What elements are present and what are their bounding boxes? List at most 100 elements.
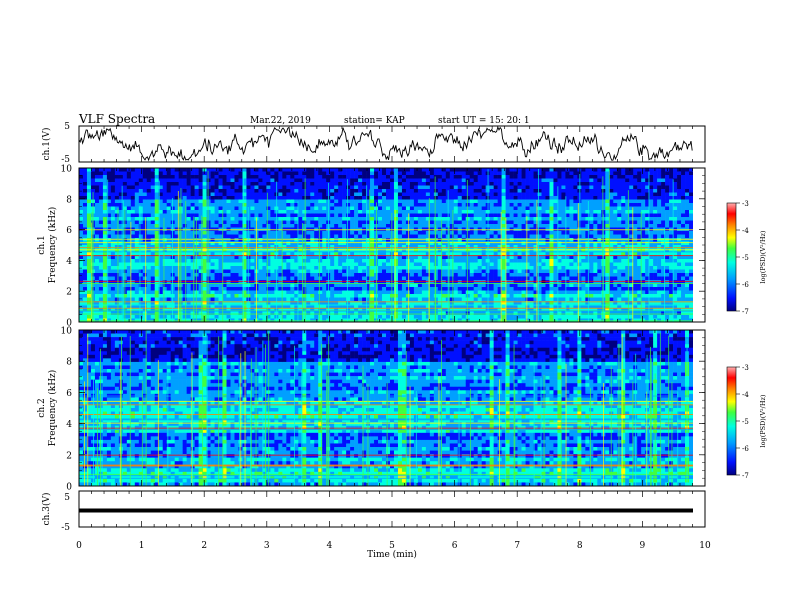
spectrogram-cell (170, 178, 175, 183)
spectrogram-cell (393, 217, 399, 221)
spectrogram-cell (106, 311, 112, 316)
spectrogram-cell (202, 241, 207, 246)
spectrogram-cell (441, 245, 447, 249)
spectrogram-cell (354, 315, 359, 319)
spectrogram-cell (437, 192, 443, 197)
spectrogram-cell (102, 199, 108, 204)
spectrogram-cell (182, 168, 187, 172)
spectrogram-cell (166, 276, 171, 281)
spectrogram-cell (401, 248, 407, 253)
spectrogram-cell (314, 318, 319, 322)
spectrogram-cell (457, 224, 463, 228)
spectrogram-cell (429, 206, 435, 211)
spectrogram-cell (453, 301, 459, 305)
spectrogram-cell (326, 171, 331, 176)
spectrogram-cell (401, 311, 407, 316)
spectrogram-cell (473, 290, 478, 295)
spectrogram-cell (362, 234, 367, 239)
spectrogram-cell (505, 308, 510, 312)
spectrogram-cell (497, 178, 502, 183)
spectrogram-cell (226, 171, 231, 176)
spectrogram-cell (370, 269, 375, 274)
spectrogram-cell (182, 290, 187, 295)
spectrogram-cell (441, 238, 447, 242)
spectrogram-cell (318, 252, 323, 256)
spectrogram-cell (346, 171, 351, 176)
spectrogram-cell (242, 199, 247, 204)
spectrogram-cell (166, 287, 171, 291)
spectrogram-cell (441, 196, 447, 200)
spectrogram-cell (302, 182, 307, 186)
spectrogram-cell (405, 171, 411, 176)
spectrogram-cell (162, 224, 168, 228)
spectrogram-cell (322, 269, 327, 274)
spectrogram-cell (254, 182, 259, 186)
spectrogram-cell (282, 224, 287, 228)
spectrogram-cell (94, 311, 100, 316)
spectrogram-cell (302, 255, 307, 260)
spectrogram-cell (338, 259, 343, 263)
spectrogram-cell (517, 224, 522, 228)
spectrogram-cell (198, 297, 203, 302)
spectrogram-cell (433, 199, 439, 204)
spectrogram-cell (186, 217, 191, 221)
spectrogram-cell (162, 255, 168, 260)
spectrogram-cell (222, 241, 227, 246)
spectrogram-cell (501, 238, 506, 242)
spectrogram-cell (429, 210, 435, 214)
spectrogram-cell (262, 206, 267, 211)
spectrogram-cell (421, 262, 427, 267)
spectrogram-cell (501, 276, 506, 281)
spectrogram-cell (386, 192, 391, 197)
spectrogram-cell (218, 185, 223, 190)
spectrogram-cell (330, 199, 335, 204)
spectrogram-cell (497, 297, 502, 302)
spectrogram-cell (274, 171, 279, 176)
spectrogram-cell (142, 217, 148, 221)
spectrogram-cell (142, 241, 148, 246)
spectrogram-cell (134, 245, 140, 249)
spectrogram-cell (425, 269, 431, 274)
spectrogram-cell (202, 252, 207, 256)
spectrogram-cell (405, 199, 411, 204)
spectrogram-cell (138, 276, 144, 281)
spectrogram-cell (401, 287, 407, 291)
spectrogram-cell (130, 290, 136, 295)
spectrogram-cell (354, 280, 359, 284)
spectrogram-cell (298, 273, 303, 277)
spectrogram-cell (86, 308, 92, 312)
spectrogram-cell (310, 213, 315, 218)
spectrogram-cell (270, 196, 275, 200)
spectrogram-cell (393, 255, 399, 260)
spectrogram-cell (346, 252, 351, 256)
spectrogram-cell (306, 259, 311, 263)
spectrogram-cell (238, 192, 243, 197)
spectrogram-cell (246, 178, 251, 183)
spectrogram-cell (158, 266, 164, 270)
spectrogram-cell (513, 301, 518, 305)
spectrogram-cell (425, 189, 431, 193)
spectrogram-cell (174, 196, 179, 200)
spectrogram-cell (457, 290, 463, 295)
spectrogram-cell (250, 269, 255, 274)
spectrogram-cell (278, 276, 283, 281)
spectrogram-cell (437, 245, 443, 249)
spectrogram-cell (114, 301, 120, 305)
spectrogram-cell (469, 308, 475, 312)
spectrogram-cell (513, 199, 518, 204)
spectrogram-cell (278, 259, 283, 263)
spectrogram-cell (230, 192, 235, 197)
spectrogram-cell (366, 217, 371, 221)
spectrogram-cell (198, 206, 203, 211)
spectrogram-cell (386, 276, 391, 281)
spectrogram-cell (354, 245, 359, 249)
spectrogram-cell (505, 192, 510, 197)
spectrogram-cell (106, 203, 112, 207)
spectrogram-cell (429, 297, 435, 302)
spectrogram-cell (417, 248, 423, 253)
spectrogram-cell (126, 185, 132, 190)
spectrogram-cell (146, 315, 152, 319)
spectrogram-cell (110, 206, 116, 211)
spectrogram-cell (393, 269, 399, 274)
spectrogram-cell (82, 182, 88, 186)
